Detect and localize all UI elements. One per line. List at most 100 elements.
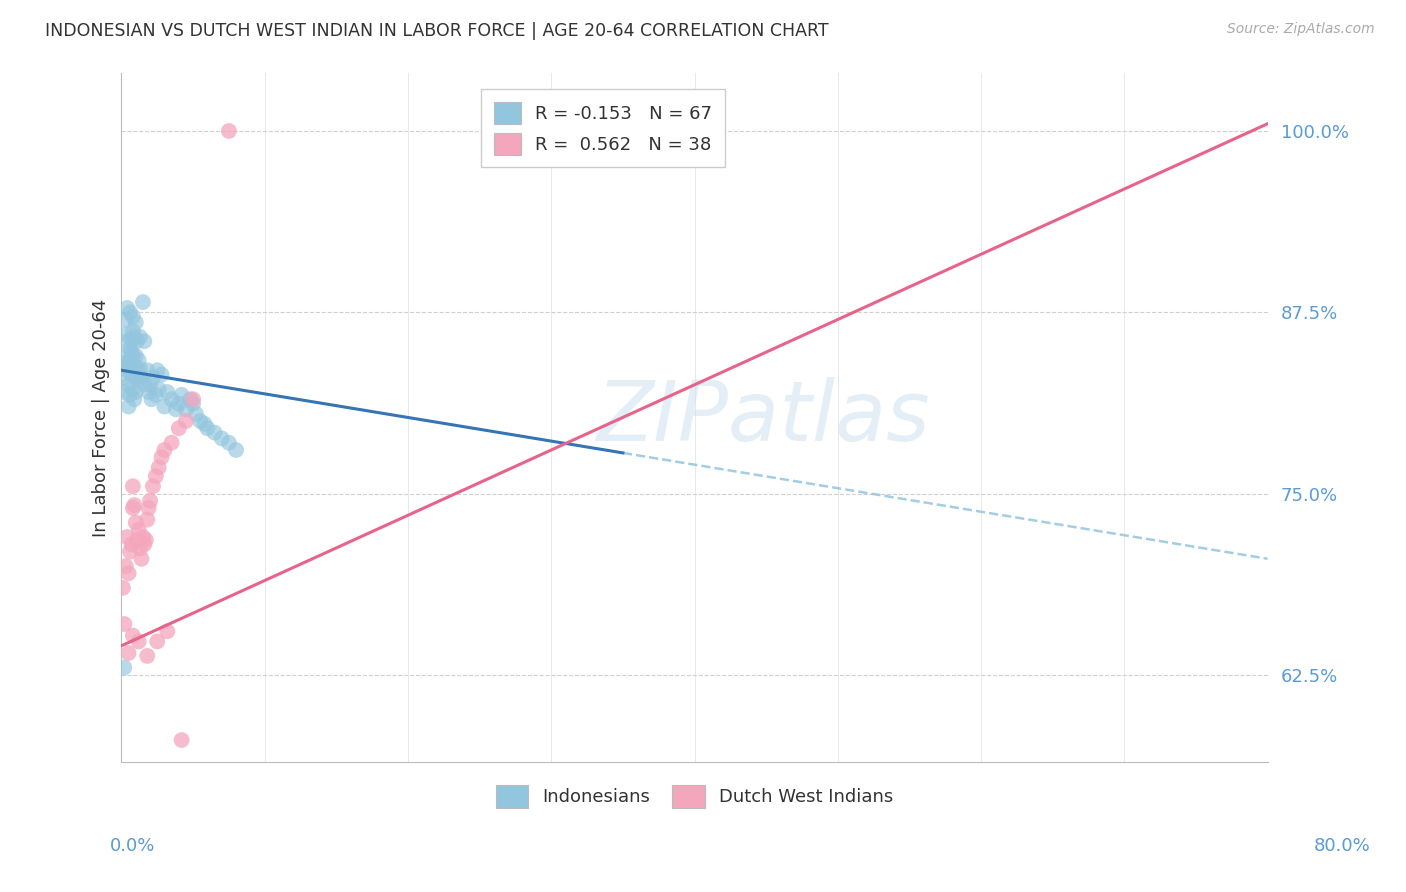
Point: [170, 388, 193, 402]
Point: [188, 414, 211, 428]
Point: [114, 349, 136, 363]
Point: [124, 330, 146, 344]
Point: [134, 537, 156, 551]
Point: [115, 334, 138, 349]
Point: [125, 516, 148, 530]
Point: [138, 384, 160, 399]
Point: [129, 541, 152, 556]
Point: [112, 356, 135, 370]
Point: [112, 660, 135, 674]
Point: [128, 353, 150, 368]
Point: [153, 400, 176, 414]
Point: [134, 334, 156, 349]
Point: [121, 537, 143, 551]
Point: [150, 450, 173, 465]
Point: [204, 425, 226, 440]
Point: [156, 384, 179, 399]
Point: [122, 349, 145, 363]
Point: [153, 442, 176, 457]
Point: [117, 359, 139, 373]
Point: [118, 342, 141, 356]
Point: [129, 330, 152, 344]
Point: [211, 431, 233, 445]
Point: [115, 363, 138, 377]
Point: [135, 533, 157, 547]
Point: [131, 551, 153, 566]
Point: [167, 421, 190, 435]
Point: [124, 498, 146, 512]
Point: [148, 382, 170, 396]
Point: [145, 388, 167, 402]
Point: [125, 315, 148, 329]
Point: [118, 544, 141, 558]
Point: [112, 617, 135, 632]
Text: 80.0%: 80.0%: [1315, 837, 1371, 855]
Point: [125, 384, 148, 399]
Point: [146, 363, 169, 377]
Point: [122, 324, 145, 338]
Point: [115, 530, 138, 544]
Point: [165, 402, 187, 417]
Point: [218, 435, 240, 450]
Point: [197, 421, 219, 435]
Point: [118, 305, 141, 319]
Y-axis label: In Labor Force | Age 20-64: In Labor Force | Age 20-64: [93, 298, 110, 536]
Point: [117, 646, 139, 660]
Point: [115, 301, 138, 315]
Point: [117, 377, 139, 392]
Point: [184, 407, 207, 421]
Point: [225, 442, 247, 457]
Text: Source: ZipAtlas.com: Source: ZipAtlas.com: [1227, 22, 1375, 37]
Text: INDONESIAN VS DUTCH WEST INDIAN IN LABOR FORCE | AGE 20-64 CORRELATION CHART: INDONESIAN VS DUTCH WEST INDIAN IN LABOR…: [45, 22, 828, 40]
Point: [193, 417, 215, 431]
Legend: Indonesians, Dutch West Indians: Indonesians, Dutch West Indians: [488, 778, 901, 814]
Point: [121, 344, 143, 359]
Point: [145, 469, 167, 483]
Point: [146, 634, 169, 648]
Point: [114, 326, 136, 341]
Point: [156, 624, 179, 639]
Point: [129, 361, 152, 376]
Point: [122, 479, 145, 493]
Point: [141, 392, 163, 407]
Point: [139, 493, 162, 508]
Point: [138, 501, 160, 516]
Point: [121, 333, 143, 347]
Point: [148, 460, 170, 475]
Point: [136, 363, 159, 377]
Point: [150, 368, 173, 382]
Point: [160, 392, 183, 407]
Text: 0.0%: 0.0%: [110, 837, 155, 855]
Point: [170, 733, 193, 747]
Point: [111, 370, 134, 384]
Point: [142, 479, 165, 493]
Point: [167, 396, 190, 410]
Point: [122, 629, 145, 643]
Point: [132, 295, 155, 310]
Point: [127, 363, 149, 377]
Point: [134, 377, 156, 392]
Point: [128, 523, 150, 537]
Point: [132, 530, 155, 544]
Point: [112, 384, 135, 399]
Point: [118, 353, 141, 368]
Point: [122, 501, 145, 516]
Point: [122, 382, 145, 396]
Point: [117, 400, 139, 414]
Point: [139, 377, 162, 392]
Point: [122, 310, 145, 324]
Point: [128, 634, 150, 648]
Point: [118, 388, 141, 402]
Point: [124, 392, 146, 407]
Point: [174, 414, 197, 428]
Point: [136, 648, 159, 663]
Point: [114, 312, 136, 326]
Point: [174, 402, 197, 417]
Point: [128, 373, 150, 387]
Point: [179, 392, 201, 407]
Text: ZIPatlas: ZIPatlas: [596, 377, 931, 458]
Point: [131, 370, 153, 384]
Point: [117, 566, 139, 581]
Point: [124, 359, 146, 373]
Point: [127, 533, 149, 547]
